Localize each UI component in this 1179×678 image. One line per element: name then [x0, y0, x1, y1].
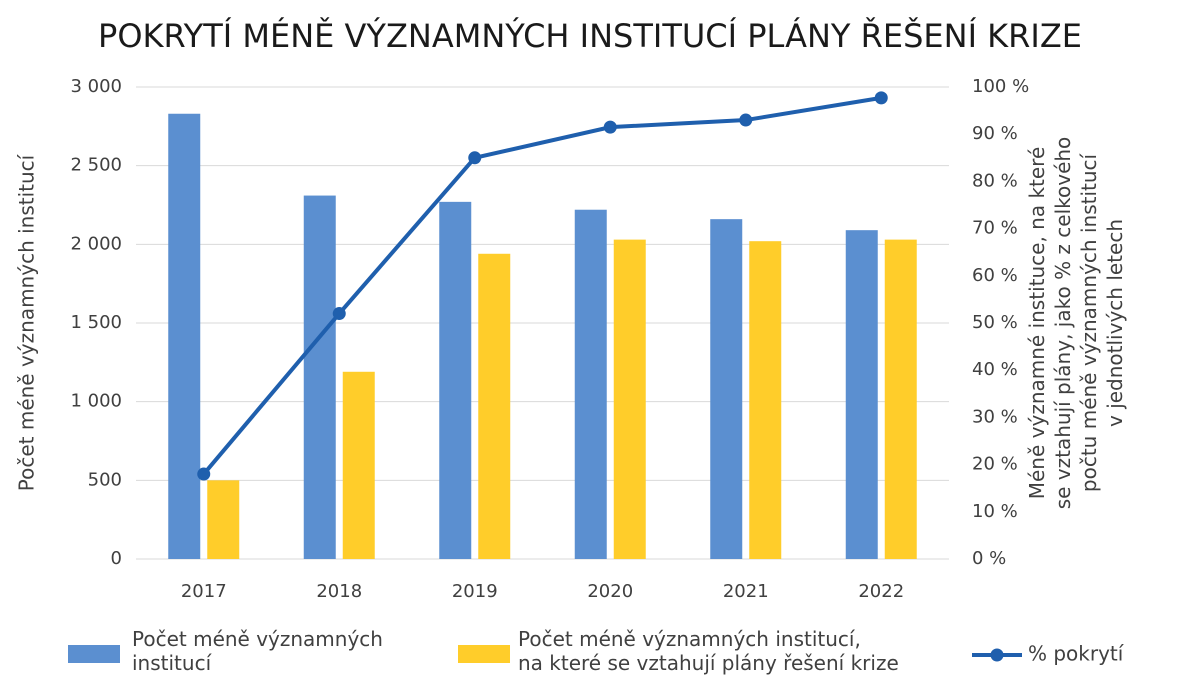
x-tick-label: 2022: [858, 581, 904, 602]
line-marker: [874, 91, 888, 105]
bar: [710, 219, 743, 559]
y2-tick-label: 10 %: [972, 501, 1018, 522]
y2-tick-label: 30 %: [972, 406, 1018, 427]
bar: [168, 113, 201, 559]
y2-tick-label: 50 %: [972, 312, 1018, 333]
y2-axis-title-line: Méně významné instituce, na které: [1025, 147, 1049, 500]
y2-tick-label: 90 %: [972, 123, 1018, 144]
y2-axis-title-line: se vztahují plány, jako % z celkového: [1051, 137, 1075, 510]
legend-label: Počet méně významných institucí, na které…: [518, 627, 899, 675]
x-tick-label: 2020: [587, 581, 633, 602]
x-tick-label: 2018: [316, 581, 362, 602]
line-marker: [603, 120, 617, 134]
y2-tick-label: 80 %: [972, 170, 1018, 191]
legend-swatch: [458, 645, 510, 663]
y-axis-title: Počet méně významných institucí: [15, 153, 39, 491]
y2-tick-label: 20 %: [972, 454, 1018, 475]
line-marker: [197, 467, 211, 481]
legend-label: Počet méně významných institucí: [132, 627, 383, 675]
bar: [574, 209, 607, 559]
y2-axis-title-line: v jednotlivých letech: [1103, 219, 1127, 427]
y2-tick-label: 60 %: [972, 265, 1018, 286]
y2-tick-label: 100 %: [972, 76, 1029, 97]
y-tick-label: 2 500: [70, 155, 122, 176]
bar: [884, 239, 917, 559]
x-tick-label: 2019: [452, 581, 498, 602]
x-tick-label: 2021: [723, 581, 769, 602]
line-marker: [739, 113, 753, 127]
y2-axis-title-line: počtu méně významných institucí: [1077, 152, 1101, 492]
bar: [342, 371, 375, 559]
y2-tick-label: 70 %: [972, 218, 1018, 239]
line-marker: [468, 151, 482, 165]
bar: [749, 241, 782, 560]
bar: [207, 480, 240, 559]
y-tick-label: 3 000: [70, 76, 122, 97]
y2-tick-label: 40 %: [972, 359, 1018, 380]
x-tick-label: 2017: [181, 581, 227, 602]
y2-tick-label: 0 %: [972, 548, 1006, 569]
legend-swatch: [68, 645, 120, 663]
bar: [845, 230, 878, 559]
line-marker: [332, 307, 346, 321]
bar: [613, 239, 646, 559]
bar: [303, 195, 336, 559]
bar: [439, 201, 472, 559]
y-tick-label: 500: [88, 469, 122, 490]
line: [202, 95, 882, 476]
chart-title: POKRYTÍ MÉNĚ VÝZNAMNÝCH INSTITUCÍ PLÁNY …: [98, 16, 1082, 55]
y-tick-label: 1 500: [70, 312, 122, 333]
legend-swatch: [990, 648, 1004, 662]
y2-axis-title: Méně významné instituce, na které se vzta…: [1025, 137, 1127, 510]
y-tick-label: 1 000: [70, 391, 122, 412]
legend-label: % pokrytí: [1028, 642, 1125, 666]
y-tick-label: 0: [111, 548, 122, 569]
y-tick-label: 2 000: [70, 233, 122, 254]
bar: [478, 253, 511, 560]
